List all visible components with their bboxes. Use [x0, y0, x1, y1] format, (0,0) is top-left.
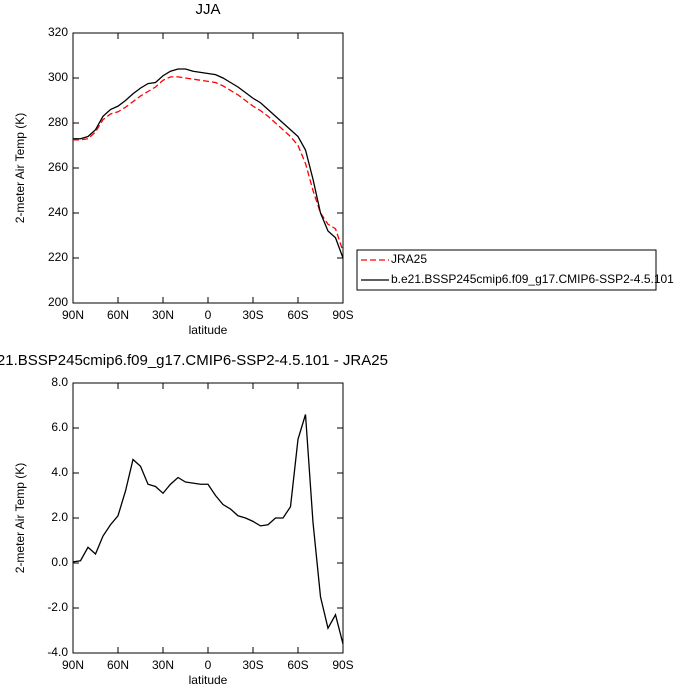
y-tick-label: -4.0	[47, 645, 68, 659]
data-line	[73, 76, 344, 252]
x-axis-label: latitude	[189, 323, 228, 337]
x-tick-label: 90S	[332, 308, 353, 322]
x-tick-label: 90S	[332, 658, 353, 672]
y-tick-label: -2.0	[47, 600, 68, 614]
y-tick-label: 0.0	[51, 555, 68, 569]
legend-label: JRA25	[391, 252, 427, 266]
x-tick-label: 90N	[62, 308, 84, 322]
data-line	[72, 414, 344, 645]
y-tick-label: 280	[48, 115, 68, 129]
chart-title: JJA	[195, 1, 220, 18]
x-tick-label: 60N	[107, 308, 129, 322]
y-tick-label: 4.0	[51, 465, 68, 479]
y-tick-label: 2.0	[51, 510, 68, 524]
x-tick-label: 60N	[107, 658, 129, 672]
y-tick-label: 320	[48, 25, 68, 39]
y-tick-label: 220	[48, 250, 68, 264]
y-axis-label: 2-meter Air Temp (K)	[13, 113, 27, 223]
x-axis-label: latitude	[189, 673, 228, 687]
legend-label: b.e21.BSSP245cmip6.f09_g17.CMIP6-SSP2-4.…	[391, 272, 674, 286]
y-tick-label: 8.0	[51, 375, 68, 389]
x-tick-label: 60S	[287, 308, 308, 322]
x-tick-label: 60S	[287, 658, 308, 672]
chart-title: b.e21.BSSP245cmip6.f09_g17.CMIP6-SSP2-4.…	[0, 352, 388, 369]
x-tick-label: 30N	[152, 658, 174, 672]
x-tick-label: 30S	[242, 308, 263, 322]
y-tick-label: 200	[48, 295, 68, 309]
x-tick-label: 30S	[242, 658, 263, 672]
x-tick-label: 0	[205, 658, 212, 672]
y-axis-label: 2-meter Air Temp (K)	[13, 463, 27, 573]
x-tick-label: 30N	[152, 308, 174, 322]
y-tick-label: 300	[48, 70, 68, 84]
data-line	[73, 68, 344, 259]
legend-box	[356, 249, 657, 291]
y-tick-label: 6.0	[51, 420, 68, 434]
x-tick-label: 0	[205, 308, 212, 322]
y-tick-label: 260	[48, 160, 68, 174]
x-tick-label: 90N	[62, 658, 84, 672]
y-tick-label: 240	[48, 205, 68, 219]
